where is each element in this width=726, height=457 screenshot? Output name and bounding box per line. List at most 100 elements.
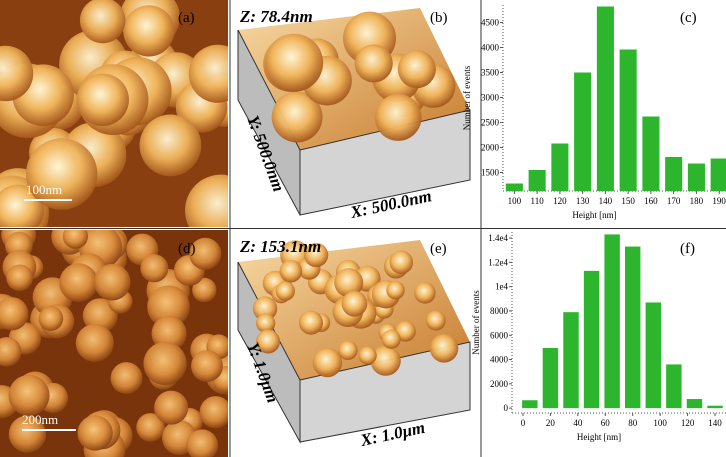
x-tick-label: 160 bbox=[644, 196, 658, 206]
y-tick-label: 4000 bbox=[490, 355, 509, 365]
x-tick-label: 130 bbox=[576, 196, 590, 206]
bar bbox=[666, 364, 682, 409]
y-tick-label: 4500 bbox=[481, 18, 500, 28]
bar bbox=[583, 270, 600, 409]
grain bbox=[264, 33, 324, 92]
grain bbox=[414, 282, 436, 304]
grain bbox=[279, 259, 303, 283]
grain bbox=[188, 44, 228, 103]
y-tick-label: 3000 bbox=[481, 93, 500, 103]
y-axis-label: Number of events bbox=[462, 65, 472, 130]
y-tick-label: 1.4e4 bbox=[488, 233, 508, 243]
x-tick-label: 170 bbox=[667, 196, 681, 206]
y-axis-label: Number of events bbox=[471, 290, 481, 355]
x-tick-label: 140 bbox=[599, 196, 613, 206]
y-tick-label: 8000 bbox=[490, 306, 509, 316]
grain bbox=[389, 250, 414, 275]
bar bbox=[596, 6, 614, 191]
bar bbox=[710, 158, 726, 191]
bar bbox=[707, 405, 723, 409]
grain bbox=[338, 340, 358, 360]
x-tick-label: 20 bbox=[546, 418, 556, 428]
grain bbox=[199, 396, 228, 429]
y-tick-label: 0 bbox=[504, 403, 509, 413]
panel-label: (d) bbox=[178, 241, 196, 257]
grain bbox=[341, 290, 368, 317]
panel-label: (b) bbox=[430, 10, 448, 26]
grain bbox=[190, 350, 223, 382]
bar bbox=[574, 72, 592, 191]
z-label: Z: 153.1nm bbox=[239, 237, 321, 256]
grain bbox=[185, 174, 228, 227]
grain bbox=[38, 306, 64, 331]
grain bbox=[139, 114, 202, 177]
panel-label: (f) bbox=[680, 241, 695, 257]
bar bbox=[665, 157, 683, 191]
y-tick-label: 2000 bbox=[481, 143, 500, 153]
grain bbox=[374, 94, 422, 141]
x-axis-label: Height [nm] bbox=[577, 432, 621, 442]
grain bbox=[370, 345, 401, 376]
bar bbox=[522, 400, 538, 409]
grain bbox=[0, 337, 22, 367]
grain bbox=[425, 310, 446, 331]
grain bbox=[192, 277, 217, 303]
grain bbox=[358, 346, 377, 365]
x-tick-label: 100 bbox=[653, 418, 667, 428]
bar bbox=[645, 302, 662, 409]
y-tick-label: 1.2e4 bbox=[488, 257, 508, 267]
y-tick-label: 1500 bbox=[481, 168, 500, 178]
x-tick-label: 0 bbox=[521, 418, 526, 428]
grain bbox=[76, 73, 129, 126]
grain bbox=[62, 230, 88, 249]
x-tick-label: 110 bbox=[531, 196, 545, 206]
grain bbox=[0, 45, 34, 102]
x-tick-label: 120 bbox=[553, 196, 567, 206]
afm-grains-b bbox=[263, 11, 456, 143]
x-tick-label: 40 bbox=[573, 418, 583, 428]
bar bbox=[542, 348, 559, 409]
grain bbox=[186, 429, 219, 457]
grain bbox=[77, 415, 113, 451]
x-tick-label: 140 bbox=[708, 418, 722, 428]
grain bbox=[79, 0, 126, 44]
grain bbox=[151, 316, 187, 352]
afm-grains-e bbox=[252, 240, 459, 378]
grain bbox=[381, 329, 401, 349]
grain bbox=[143, 341, 187, 386]
grain bbox=[334, 268, 364, 298]
grain bbox=[386, 280, 405, 300]
bar bbox=[528, 170, 546, 191]
panel-label: (a) bbox=[178, 10, 195, 26]
bar bbox=[604, 234, 620, 409]
grain bbox=[75, 323, 114, 362]
bar bbox=[687, 163, 705, 191]
grain bbox=[0, 297, 29, 331]
afm-image-d bbox=[0, 230, 228, 457]
grain bbox=[154, 390, 189, 425]
grain bbox=[93, 263, 131, 301]
grain bbox=[123, 5, 175, 57]
grain bbox=[189, 237, 222, 270]
x-tick-label: 80 bbox=[628, 418, 638, 428]
grain bbox=[354, 44, 393, 83]
scale-label: 200nm bbox=[22, 412, 58, 427]
panel-label: (e) bbox=[430, 241, 447, 257]
x-tick-label: 60 bbox=[601, 418, 611, 428]
y-tick-label: 2500 bbox=[481, 118, 500, 128]
afm-image-a bbox=[0, 0, 228, 227]
grain bbox=[6, 264, 33, 292]
grain bbox=[59, 263, 98, 302]
bar bbox=[505, 183, 523, 191]
x-tick-label: 180 bbox=[690, 196, 704, 206]
x-tick-label: 190 bbox=[712, 196, 726, 206]
scale-label: 100nm bbox=[26, 182, 62, 197]
grain bbox=[303, 242, 329, 268]
grain bbox=[110, 362, 143, 394]
x-tick-label: 150 bbox=[621, 196, 635, 206]
grain bbox=[271, 91, 323, 143]
grain bbox=[429, 334, 459, 363]
grain bbox=[256, 329, 281, 354]
y-tick-label: 1e4 bbox=[495, 282, 508, 292]
